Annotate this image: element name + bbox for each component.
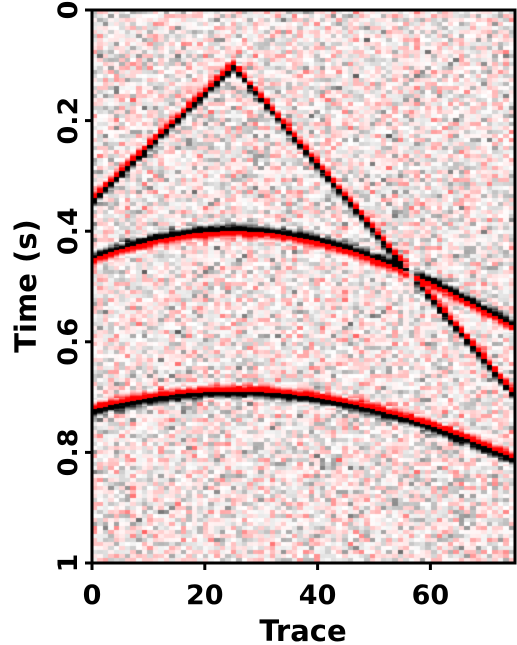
y-tick-label: 0.4 xyxy=(53,207,84,255)
y-tick-label: 0.2 xyxy=(53,97,84,145)
x-axis-label: Trace xyxy=(259,614,346,645)
seismic-section-image xyxy=(92,10,515,563)
y-tick-label: 0.6 xyxy=(53,318,84,366)
y-axis-label: Time (s) xyxy=(9,219,43,352)
x-tick-label: 60 xyxy=(412,580,450,611)
y-tick-label: 1 xyxy=(53,554,84,573)
y-axis: 0 0.2 0.4 0.6 0.8 1 xyxy=(53,1,92,573)
x-tick-label: 40 xyxy=(299,580,337,611)
y-tick-label: 0 xyxy=(53,1,84,20)
x-axis: 0 20 40 60 xyxy=(83,563,450,611)
plot-area xyxy=(90,8,517,565)
plot-frame xyxy=(90,8,517,565)
x-tick-label: 0 xyxy=(83,580,102,611)
y-tick-label: 0.8 xyxy=(53,428,84,476)
x-tick-label: 20 xyxy=(186,580,224,611)
